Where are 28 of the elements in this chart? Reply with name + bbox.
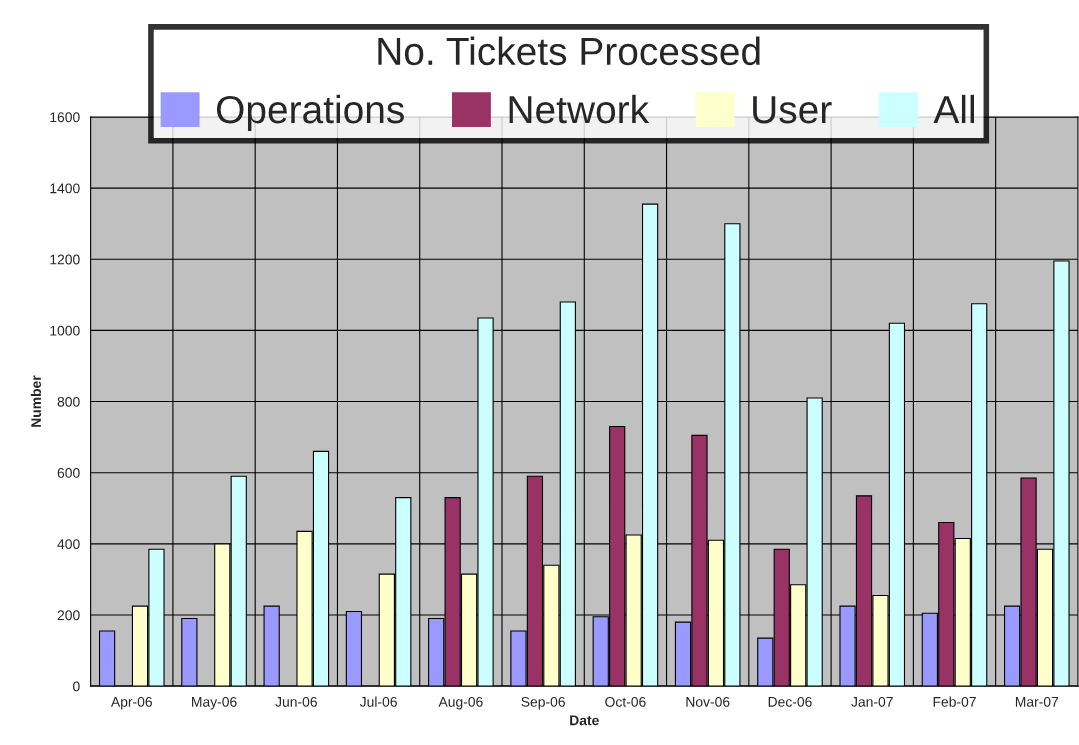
y-tick-label: 400 — [57, 539, 80, 550]
x-tick-label: Mar-07 — [1015, 696, 1059, 707]
y-axis-title: Number — [30, 375, 42, 427]
x-tick-label: Sep-06 — [521, 696, 565, 710]
x-tick-label: Nov-06 — [686, 696, 730, 707]
x-tick-label: Jun-06 — [275, 696, 317, 707]
legend-label: Network — [509, 94, 650, 124]
legend-title: No. Tickets Processed — [378, 36, 760, 66]
x-tick-label: Jul-06 — [359, 696, 397, 707]
y-tick-label: 1200 — [50, 254, 80, 265]
x-tick-label: Feb-07 — [933, 696, 976, 707]
legend-label: Operations — [216, 94, 404, 132]
x-axis-title: Date — [570, 715, 599, 726]
x-tick-label: Oct-06 — [605, 696, 646, 707]
legend-label: User — [753, 96, 832, 124]
y-tick-label: 1400 — [50, 183, 80, 194]
y-tick-label: 1600 — [50, 112, 80, 123]
y-tick-label: 200 — [57, 610, 80, 621]
y-tick-label: 1000 — [50, 325, 80, 336]
x-tick-label: Aug-06 — [438, 696, 483, 710]
y-tick-label: 800 — [57, 396, 80, 407]
x-tick-label: Apr-06 — [110, 696, 153, 710]
y-tick-label: 600 — [57, 468, 80, 478]
y-tick-label: 0 — [73, 681, 80, 692]
legend-label: All — [933, 94, 974, 124]
x-tick-label: May-06 — [192, 696, 237, 710]
x-tick-label: Jan-07 — [851, 696, 893, 707]
x-tick-label: Dec-06 — [768, 696, 812, 707]
